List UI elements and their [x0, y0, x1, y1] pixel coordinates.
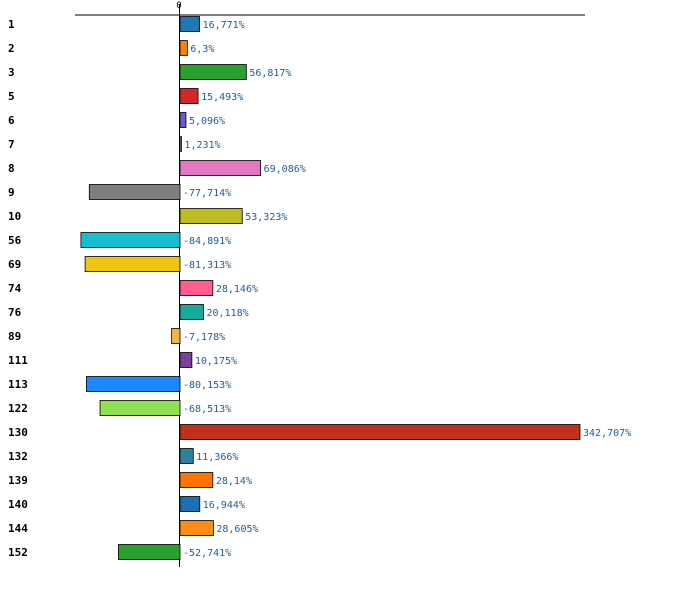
category-label: 76 [8, 306, 22, 319]
bar [179, 424, 581, 440]
bar [179, 448, 194, 464]
category-label: 74 [8, 282, 22, 295]
category-label: 56 [8, 234, 22, 247]
bar [80, 232, 181, 248]
bar [179, 16, 200, 32]
bar [179, 280, 214, 296]
category-label: 89 [8, 330, 21, 343]
category-label: 140 [8, 498, 28, 511]
bar [99, 400, 181, 416]
value-label: 28,14% [216, 476, 252, 487]
value-label: 53,323% [245, 212, 287, 223]
category-label: 139 [8, 474, 28, 487]
bar [84, 256, 181, 272]
category-label: 144 [8, 522, 28, 535]
category-label: 113 [8, 378, 28, 391]
bar [179, 136, 182, 152]
value-label: -7,178% [183, 332, 225, 343]
category-label: 122 [8, 402, 28, 415]
category-label: 152 [8, 546, 28, 559]
category-label: 111 [8, 354, 28, 367]
bar [179, 520, 214, 536]
category-label: 5 [8, 90, 15, 103]
value-label: 5,096% [189, 116, 225, 127]
value-label: 1,231% [184, 140, 220, 151]
bar [179, 112, 187, 128]
bar [179, 88, 199, 104]
category-label: 69 [8, 258, 21, 271]
category-label: 2 [8, 42, 15, 55]
bar [88, 184, 181, 200]
value-label: 56,817% [249, 68, 291, 79]
bar [179, 40, 188, 56]
bar [179, 352, 193, 368]
category-label: 130 [8, 426, 28, 439]
value-label: 20,118% [206, 308, 248, 319]
category-label: 8 [8, 162, 15, 175]
value-label: -52,741% [183, 548, 231, 559]
value-label: 342,707% [583, 428, 631, 439]
bar [179, 304, 204, 320]
bar [179, 208, 243, 224]
value-label: 69,086% [264, 164, 306, 175]
category-label: 3 [8, 66, 15, 79]
category-label: 9 [8, 186, 15, 199]
bar [118, 544, 181, 560]
category-label: 6 [8, 114, 15, 127]
zero-tick-label: 0 [176, 1, 181, 11]
bar [171, 328, 181, 344]
bar [179, 496, 201, 512]
value-label: -81,313% [183, 260, 231, 271]
category-label: 7 [8, 138, 15, 151]
category-label: 132 [8, 450, 28, 463]
value-label: 6,3% [190, 44, 214, 55]
category-label: 10 [8, 210, 21, 223]
value-label: 16,771% [203, 20, 245, 31]
value-label: -68,513% [183, 404, 231, 415]
value-label: 28,605% [216, 524, 258, 535]
value-label: 28,146% [216, 284, 258, 295]
bar [179, 472, 214, 488]
value-label: 10,175% [195, 356, 237, 367]
value-label: 11,366% [196, 452, 238, 463]
category-label: 1 [8, 18, 15, 31]
value-label: 16,944% [203, 500, 245, 511]
bar [179, 160, 262, 176]
bar [86, 376, 181, 392]
value-label: -77,714% [183, 188, 231, 199]
bar [179, 64, 247, 80]
value-label: -80,153% [183, 380, 231, 391]
value-label: -84,891% [183, 236, 231, 247]
bars-group: 1 16,771% 2 6,3% 3 56,817% 5 15,493% 6 5,096% 7 1,2… [8, 16, 631, 560]
value-label: 15,493% [201, 92, 243, 103]
